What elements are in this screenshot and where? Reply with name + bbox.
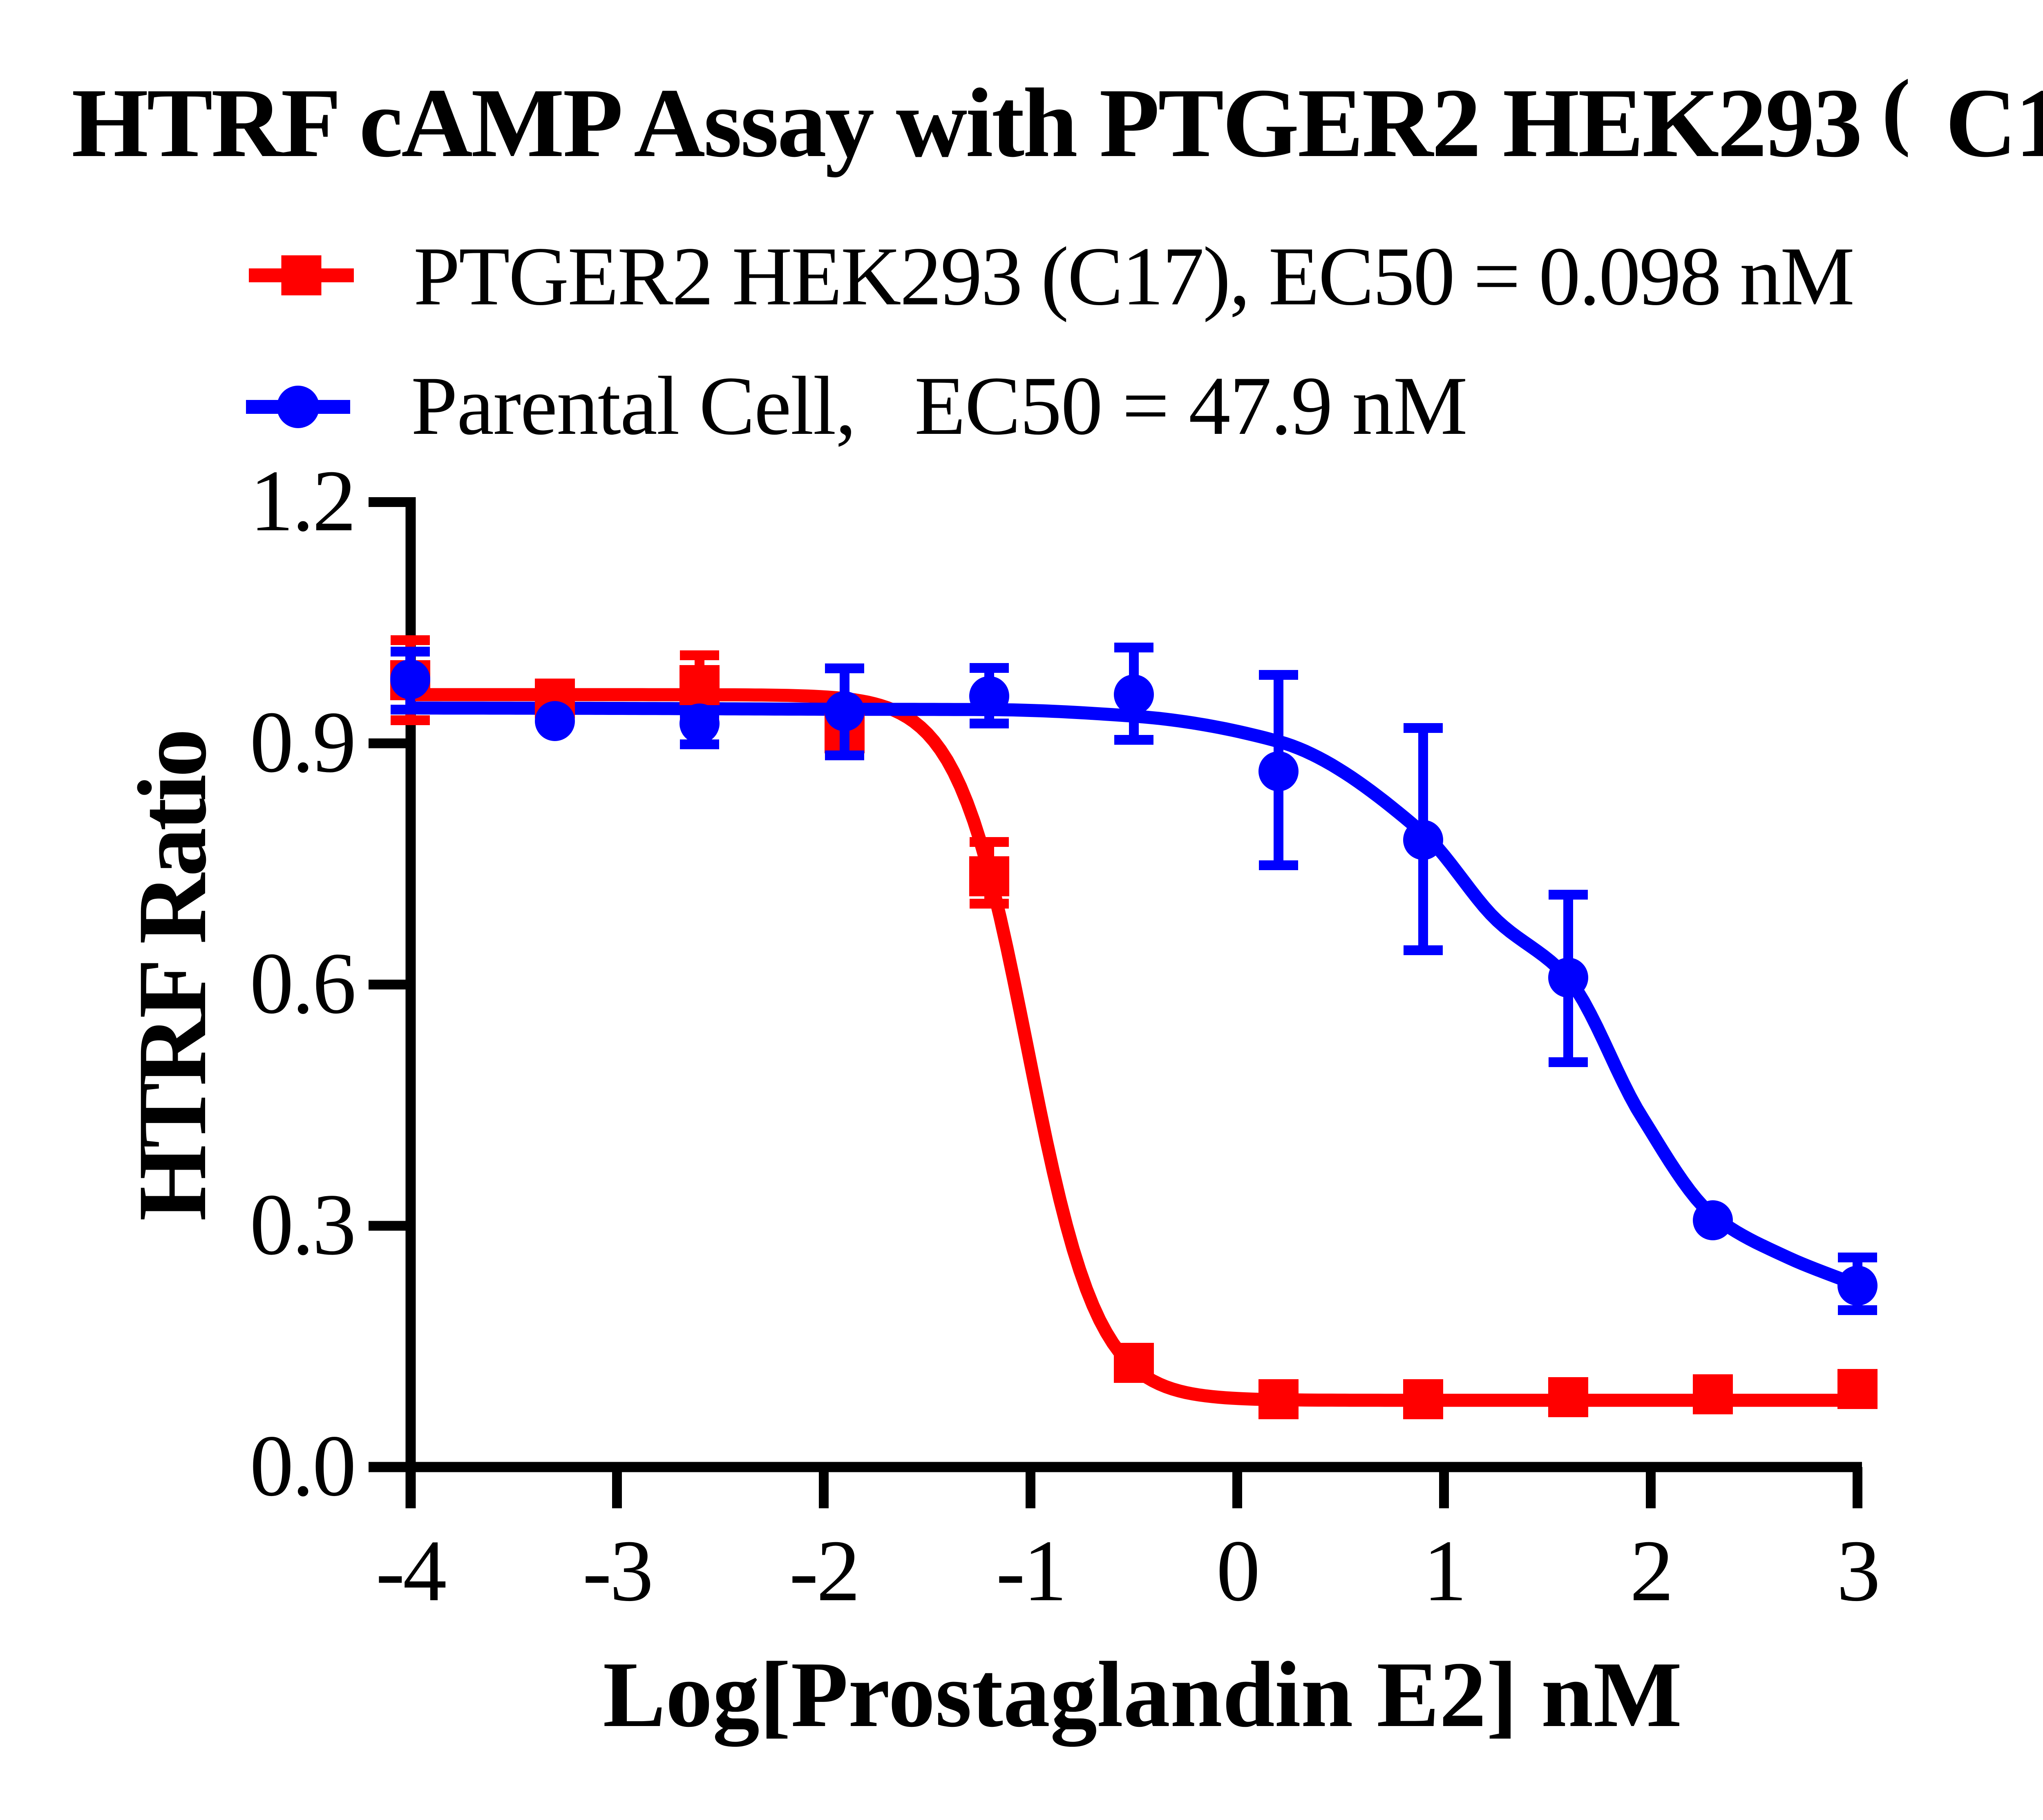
svg-text:HTRF Ratio: HTRF Ratio xyxy=(118,732,226,1221)
svg-text:0.3: 0.3 xyxy=(250,1176,355,1273)
svg-text:EC50 = 47.9 nM: EC50 = 47.9 nM xyxy=(914,360,1467,452)
svg-text:-1: -1 xyxy=(996,1522,1065,1619)
svg-text:HTRF cAMP Assay with PTGER2 HE: HTRF cAMP Assay with PTGER2 HEK293(C17) xyxy=(72,62,2043,178)
svg-text:0: 0 xyxy=(1216,1522,1258,1619)
svg-text:Log[Prostaglandin E2] nM: Log[Prostaglandin E2] nM xyxy=(603,1642,1682,1747)
svg-text:0.9: 0.9 xyxy=(250,693,355,791)
svg-text:2: 2 xyxy=(1630,1522,1672,1619)
svg-text:3: 3 xyxy=(1837,1522,1879,1619)
svg-text:1.2: 1.2 xyxy=(250,452,355,549)
svg-text:Parental Cell,: Parental Cell, xyxy=(411,360,856,452)
svg-text:1: 1 xyxy=(1423,1522,1465,1619)
svg-text:0.0: 0.0 xyxy=(250,1417,355,1514)
svg-text:PTGER2 HEK293 (C17), EC50 = 0.: PTGER2 HEK293 (C17), EC50 = 0.098 nM xyxy=(414,230,1853,323)
svg-text:0.6: 0.6 xyxy=(250,934,355,1032)
svg-text:-3: -3 xyxy=(582,1522,651,1619)
svg-text:-2: -2 xyxy=(789,1522,858,1619)
svg-text:-4: -4 xyxy=(376,1522,446,1619)
